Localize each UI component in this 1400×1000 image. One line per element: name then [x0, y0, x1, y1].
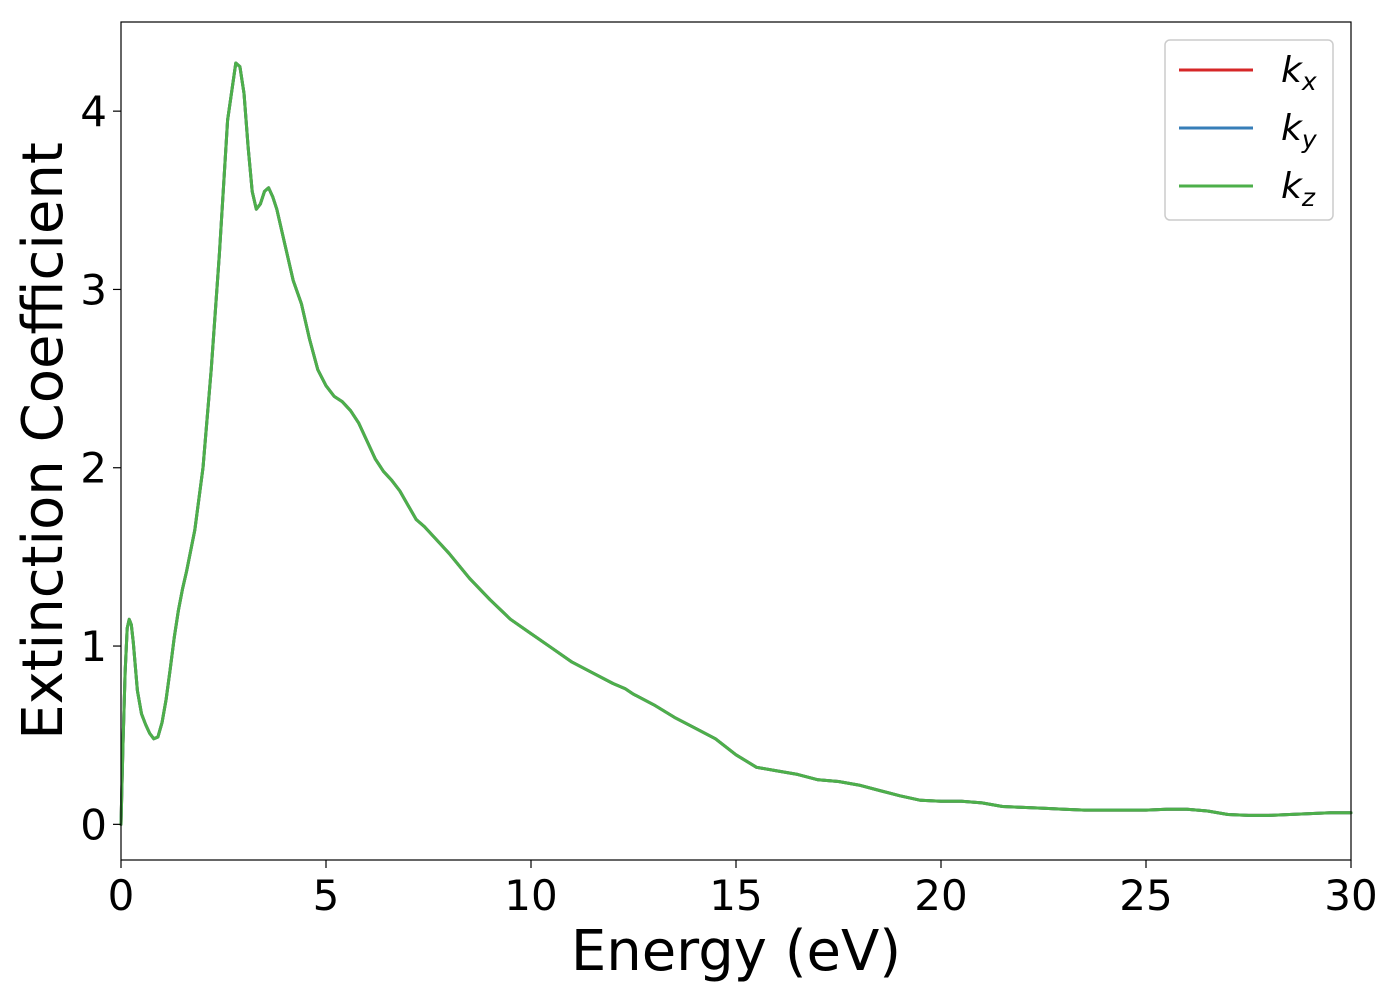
legend-label-k-z: kz	[1281, 166, 1316, 212]
x-tick-label: 5	[313, 871, 340, 920]
series-layer	[119, 61, 1353, 826]
y-tick-label: 1	[80, 622, 107, 671]
legend-label-base: k	[1281, 108, 1304, 149]
x-axis-ticks: 0 5 10 15 20 25 30	[108, 860, 1378, 920]
x-tick-label: 15	[709, 871, 762, 920]
legend-label-base: k	[1281, 50, 1304, 91]
legend-label-subscript: z	[1301, 183, 1316, 212]
legend-label-k-y: ky	[1281, 108, 1318, 154]
x-tick-label: 10	[504, 871, 557, 920]
legend-label-base: k	[1281, 166, 1304, 207]
y-tick-label: 4	[80, 87, 107, 136]
legend-label-subscript: y	[1301, 125, 1318, 154]
x-tick-label: 20	[914, 871, 967, 920]
x-tick-label: 25	[1119, 871, 1172, 920]
y-axis-ticks: 0 1 2 3 4	[80, 87, 121, 849]
y-axis-label: Extinction Coefficient	[11, 142, 76, 740]
y-tick-label: 3	[80, 265, 107, 314]
legend-label-k-x: kx	[1281, 50, 1317, 96]
y-tick-label: 0	[80, 800, 107, 849]
legend-label-subscript: x	[1301, 67, 1317, 96]
series-line-k-z	[119, 61, 1353, 826]
x-axis-label: Energy (eV)	[571, 919, 901, 984]
x-tick-label: 0	[108, 871, 135, 920]
y-tick-label: 2	[80, 444, 107, 493]
x-tick-label: 30	[1324, 871, 1377, 920]
legend-frame	[1164, 39, 1334, 221]
